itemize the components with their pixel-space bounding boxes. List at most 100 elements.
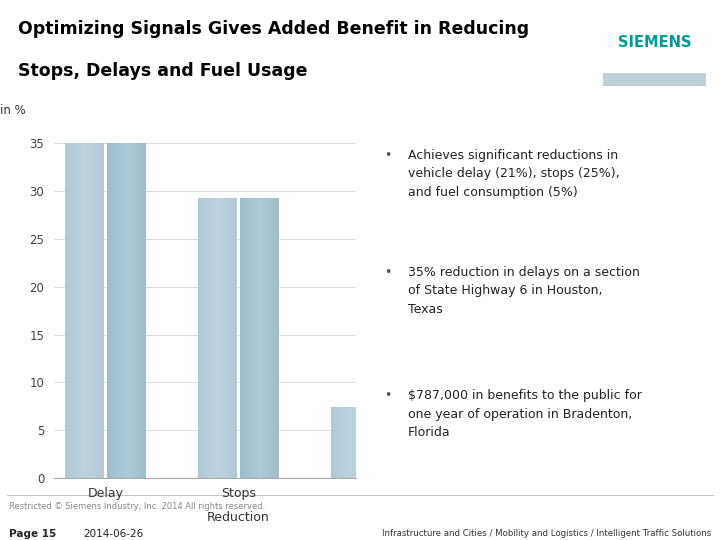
Bar <box>127 143 128 478</box>
Bar <box>76 143 78 478</box>
Bar <box>244 198 246 478</box>
Bar <box>74 143 76 478</box>
Bar <box>269 198 270 478</box>
Bar <box>233 198 234 478</box>
Bar <box>213 198 215 478</box>
Bar <box>84 143 86 478</box>
Bar <box>89 143 91 478</box>
Bar <box>133 143 135 478</box>
Bar <box>382 407 384 478</box>
Bar <box>404 407 405 478</box>
Bar <box>222 198 224 478</box>
Bar <box>234 198 235 478</box>
Bar <box>129 143 130 478</box>
Bar <box>202 198 203 478</box>
Bar <box>410 407 411 478</box>
Bar <box>270 198 271 478</box>
Bar <box>109 143 111 478</box>
Bar <box>266 198 267 478</box>
Bar <box>134 143 135 478</box>
Bar <box>228 198 229 478</box>
Bar <box>102 143 104 478</box>
Bar <box>346 407 348 478</box>
Bar <box>91 143 92 478</box>
Bar <box>257 198 258 478</box>
Text: Achieves significant reductions in
vehicle delay (21%), stops (25%),
and fuel co: Achieves significant reductions in vehic… <box>408 149 619 199</box>
Bar <box>206 198 207 478</box>
Text: Page 15: Page 15 <box>9 529 56 539</box>
Bar <box>341 407 343 478</box>
Bar <box>217 198 219 478</box>
Bar <box>362 407 364 478</box>
Bar <box>348 407 349 478</box>
Bar <box>86 143 87 478</box>
Bar <box>125 143 127 478</box>
Bar <box>335 407 336 478</box>
Bar <box>132 143 133 478</box>
Bar <box>387 407 389 478</box>
Bar <box>130 143 132 478</box>
Bar <box>356 407 357 478</box>
Bar <box>356 407 358 478</box>
Bar <box>119 143 120 478</box>
Bar <box>364 407 366 478</box>
Bar <box>403 407 405 478</box>
Text: Stops, Delays and Fuel Usage: Stops, Delays and Fuel Usage <box>18 62 307 80</box>
Text: Restricted © Siemens Industry, Inc. 2014 All rights reserved.: Restricted © Siemens Industry, Inc. 2014… <box>9 502 265 510</box>
Bar <box>385 407 387 478</box>
Bar <box>397 407 399 478</box>
Bar <box>101 143 102 478</box>
Bar <box>258 198 260 478</box>
Bar <box>366 407 367 478</box>
FancyBboxPatch shape <box>603 73 706 86</box>
Bar <box>99 143 100 478</box>
Bar <box>394 407 395 478</box>
Bar <box>338 407 339 478</box>
Text: •: • <box>384 389 392 402</box>
Bar <box>137 143 138 478</box>
Bar <box>278 198 279 478</box>
Bar <box>226 198 228 478</box>
Bar <box>248 198 249 478</box>
Text: Optimizing Signals Gives Added Benefit in Reducing: Optimizing Signals Gives Added Benefit i… <box>18 20 529 38</box>
Bar <box>120 143 122 478</box>
Bar <box>107 143 109 478</box>
Bar <box>220 198 221 478</box>
Bar <box>142 143 143 478</box>
Bar <box>203 198 204 478</box>
Bar <box>392 407 394 478</box>
Bar <box>252 198 253 478</box>
Bar <box>272 198 274 478</box>
Bar <box>200 198 202 478</box>
Bar <box>145 143 146 478</box>
Bar <box>379 407 381 478</box>
Bar <box>112 143 114 478</box>
Bar <box>215 198 216 478</box>
Bar <box>349 407 351 478</box>
Bar <box>340 407 341 478</box>
Bar <box>267 198 269 478</box>
Bar <box>138 143 140 478</box>
Bar <box>361 407 362 478</box>
Bar <box>351 407 353 478</box>
Bar <box>400 407 402 478</box>
Bar <box>208 198 210 478</box>
Bar <box>96 143 97 478</box>
Bar <box>81 143 83 478</box>
Bar <box>93 143 94 478</box>
Bar <box>390 407 392 478</box>
Bar <box>241 198 243 478</box>
Bar <box>211 198 212 478</box>
Text: $787,000 in benefits to the public for
one year of operation in Bradenton,
Flori: $787,000 in benefits to the public for o… <box>408 389 642 440</box>
Bar <box>265 198 266 478</box>
Text: •: • <box>384 149 392 162</box>
Bar <box>71 143 73 478</box>
Bar <box>79 143 81 478</box>
Bar <box>221 198 222 478</box>
Bar <box>345 407 346 478</box>
Bar <box>143 143 145 478</box>
Bar <box>410 407 412 478</box>
Bar <box>276 198 278 478</box>
Bar <box>405 407 407 478</box>
Bar <box>207 198 208 478</box>
